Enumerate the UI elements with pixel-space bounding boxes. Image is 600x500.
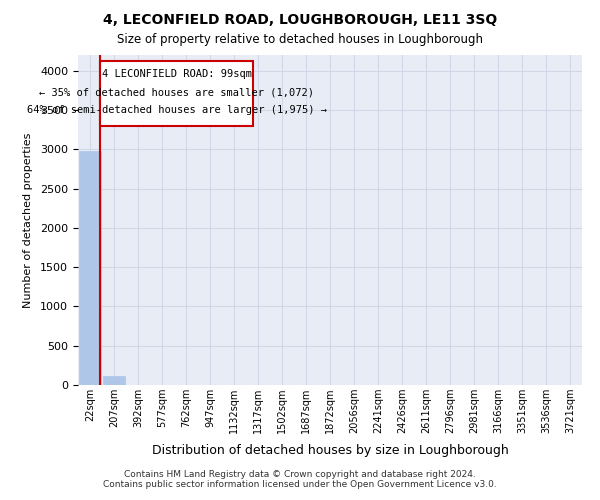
Text: 64% of semi-detached houses are larger (1,975) →: 64% of semi-detached houses are larger (… — [26, 106, 326, 116]
Text: 4 LECONFIELD ROAD: 99sqm: 4 LECONFIELD ROAD: 99sqm — [101, 69, 251, 79]
Text: ← 35% of detached houses are smaller (1,072): ← 35% of detached houses are smaller (1,… — [39, 87, 314, 97]
Y-axis label: Number of detached properties: Number of detached properties — [23, 132, 33, 308]
Bar — [79, 151, 101, 385]
Text: Contains HM Land Registry data © Crown copyright and database right 2024.
Contai: Contains HM Land Registry data © Crown c… — [103, 470, 497, 489]
Text: 4, LECONFIELD ROAD, LOUGHBOROUGH, LE11 3SQ: 4, LECONFIELD ROAD, LOUGHBOROUGH, LE11 3… — [103, 12, 497, 26]
Text: Size of property relative to detached houses in Loughborough: Size of property relative to detached ho… — [117, 32, 483, 46]
Bar — [103, 376, 125, 385]
FancyBboxPatch shape — [100, 62, 253, 126]
X-axis label: Distribution of detached houses by size in Loughborough: Distribution of detached houses by size … — [152, 444, 508, 458]
